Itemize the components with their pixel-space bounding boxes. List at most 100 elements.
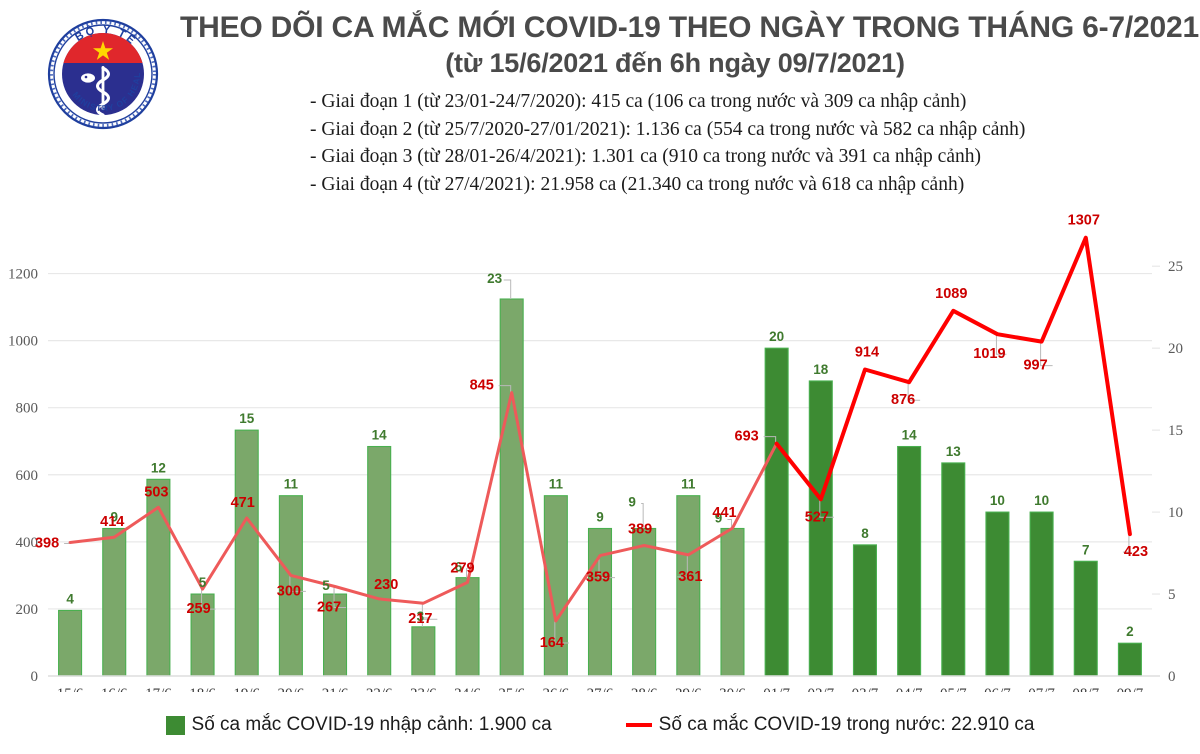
bar-imported-cases[interactable]	[632, 527, 657, 677]
x-axis-tick-label: 25/6	[498, 686, 525, 692]
line-value-label: 414	[100, 514, 124, 530]
bar-imported-cases[interactable]	[941, 462, 966, 677]
line-value-label: 164	[540, 635, 564, 651]
bar-imported-cases[interactable]	[455, 577, 480, 677]
line-value-label: 997	[1023, 358, 1047, 374]
left-axis-tick-label: 800	[16, 401, 39, 417]
right-axis-tick-label: 15	[1168, 423, 1183, 439]
bar-imported-cases[interactable]	[764, 347, 789, 677]
right-axis-ticks-group: 0 5 10 15 20 25	[1152, 259, 1183, 685]
phase-note: - Giai đoạn 3 (từ 28/01-26/4/2021): 1.30…	[310, 146, 981, 168]
bar-value-label: 3	[417, 609, 425, 624]
legend-imported-label: Số ca mắc COVID-19 nhập cảnh: 1.900 ca	[191, 714, 552, 735]
right-axis-tick-label: 25	[1168, 259, 1183, 275]
bar-imported-cases[interactable]	[367, 445, 392, 677]
legend-domestic-label: Số ca mắc COVID-19 trong nước: 22.910 ca	[658, 714, 1035, 735]
line-value-label: 503	[144, 484, 168, 500]
left-axis-tick-label: 1000	[8, 334, 38, 350]
legend-item-domestic[interactable]: Số ca mắc COVID-19 trong nước: 22.910 ca	[625, 714, 1035, 736]
line-value-label: 217	[408, 611, 432, 627]
x-axis-tick-label: 26/6	[543, 686, 570, 692]
bar-value-label: 4	[66, 591, 74, 606]
line-value-labels-group: 3984145032594713002672302172798451643593…	[35, 213, 1148, 651]
line-value-label: 441	[712, 505, 736, 521]
bar-imported-cases[interactable]	[720, 527, 745, 677]
right-axis-tick-label: 10	[1168, 505, 1183, 521]
bar-value-label: 14	[902, 428, 918, 443]
phase-notes: - Giai đoạn 1 (từ 23/01-24/7/2020): 415 …	[310, 88, 1140, 199]
bar-value-label: 15	[239, 411, 255, 426]
right-axis-tick-label: 20	[1168, 341, 1183, 357]
bar-imported-cases[interactable]	[587, 527, 613, 677]
x-axis-tick-label: 24/6	[454, 686, 481, 692]
bar-imported-cases[interactable]	[676, 495, 701, 677]
bar-value-label: 14	[372, 428, 388, 443]
line-value-label: 876	[891, 392, 915, 408]
bar-value-label: 20	[769, 329, 784, 344]
bars-group	[58, 298, 1142, 677]
legend-bar-swatch-icon	[165, 715, 185, 735]
x-axis-tick-label: 04/7	[896, 686, 923, 692]
legend-line-swatch-icon	[625, 723, 652, 727]
bar-imported-cases[interactable]	[897, 445, 922, 677]
bar-value-label: 9	[110, 509, 118, 524]
bar-imported-cases[interactable]	[1073, 560, 1098, 677]
covid-daily-cases-chart: 0 200 400 600 800 1000 1200 0 5 10 15 20 25 4 9 12 5 15…	[0, 192, 1200, 692]
bar-imported-cases[interactable]	[985, 511, 1010, 677]
bar-value-label: 9	[628, 494, 636, 509]
x-axis-tick-label: 16/6	[101, 686, 128, 692]
x-axis-tick-label: 01/7	[763, 686, 790, 692]
x-axis-tick-label: 08/7	[1072, 686, 1099, 692]
bar-value-label: 18	[813, 362, 829, 377]
phase-note: - Giai đoạn 2 (từ 25/7/2020-27/01/2021):…	[310, 118, 1026, 140]
line-domestic-cases[interactable]	[774, 235, 1132, 537]
x-axis-tick-label: 02/7	[807, 686, 834, 692]
left-axis-tick-label: 600	[16, 468, 39, 484]
line-value-label: 423	[1124, 544, 1148, 560]
line-value-label: 259	[186, 601, 210, 617]
line-value-label: 1307	[1068, 213, 1100, 229]
bar-imported-cases[interactable]	[1029, 511, 1054, 677]
line-series-group	[68, 235, 1132, 623]
bar-value-label: 10	[1034, 493, 1049, 508]
line-value-label: 527	[805, 509, 829, 525]
legend-item-imported[interactable]: Số ca mắc COVID-19 nhập cảnh: 1.900 ca	[165, 714, 552, 736]
title-line-2: (từ 15/6/2021 đến 6h ngày 09/7/2021)	[445, 47, 905, 78]
line-value-label: 267	[317, 599, 341, 615]
line-value-label: 359	[586, 570, 610, 586]
bar-imported-cases[interactable]	[234, 429, 259, 677]
x-axis-tick-label: 17/6	[145, 686, 172, 692]
line-value-label: 361	[678, 569, 702, 585]
x-axis-labels-group: 15/6 16/6 17/6 18/6 19/6 20/6 21/6 22/6 23/6 24/6…	[48, 675, 1160, 692]
bar-imported-cases[interactable]	[58, 609, 83, 677]
bar-value-label: 9	[715, 510, 723, 525]
bar-imported-cases[interactable]	[499, 298, 524, 677]
bar-value-labels-group: 4 9 12 5 15 11 5 14 3 6 23 11 9 9 11 9 20 18 8 14 13 10 10 7 2	[66, 271, 1133, 639]
line-value-label: 300	[277, 583, 301, 599]
x-axis-tick-label: 21/6	[322, 686, 349, 692]
line-value-label: 845	[470, 378, 494, 394]
left-axis-tick-label: 200	[16, 602, 39, 618]
bar-imported-cases[interactable]	[1117, 642, 1142, 677]
bar-imported-cases[interactable]	[852, 544, 877, 677]
x-axis-tick-label: 23/6	[410, 686, 437, 692]
x-axis-tick-label: 15/6	[57, 686, 84, 692]
bar-value-label: 10	[990, 493, 1005, 508]
line-value-label: 1019	[973, 346, 1005, 362]
line-value-label: 914	[855, 344, 879, 360]
right-axis-tick-label: 0	[1168, 669, 1176, 685]
bar-imported-cases[interactable]	[411, 626, 436, 677]
x-axis-tick-label: 28/6	[631, 686, 658, 692]
line-value-label: 279	[450, 560, 474, 576]
bar-imported-cases[interactable]	[808, 380, 833, 677]
line-domestic-cases[interactable]	[68, 391, 779, 623]
bar-value-label: 9	[596, 509, 604, 524]
bar-imported-cases[interactable]	[102, 527, 127, 677]
line-value-label: 471	[231, 495, 255, 511]
left-axis-tick-label: 400	[16, 535, 39, 551]
left-axis-tick-label: 1200	[8, 267, 38, 283]
x-axis-tick-label: 03/7	[852, 686, 879, 692]
